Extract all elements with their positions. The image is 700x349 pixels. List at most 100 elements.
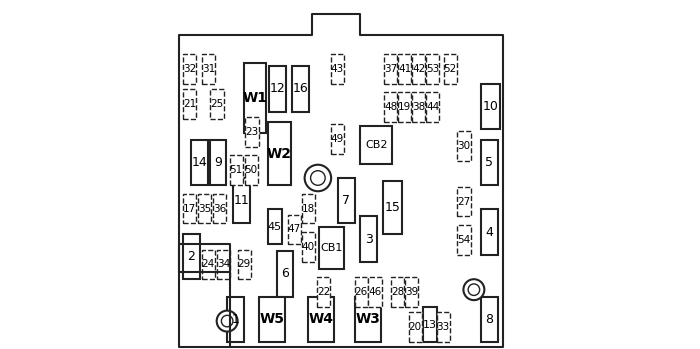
Bar: [481, 297, 498, 342]
Text: W2: W2: [267, 147, 292, 161]
Text: 25: 25: [211, 99, 224, 109]
Text: 52: 52: [444, 64, 457, 74]
Text: 34: 34: [217, 259, 230, 269]
Text: 35: 35: [198, 203, 211, 214]
Text: 9: 9: [214, 156, 222, 169]
Bar: [217, 250, 230, 279]
Bar: [244, 155, 258, 185]
Bar: [444, 54, 457, 84]
Bar: [384, 54, 398, 84]
Text: 20: 20: [409, 322, 422, 332]
Bar: [458, 187, 471, 216]
Text: W4: W4: [309, 312, 334, 326]
Bar: [409, 312, 422, 342]
Bar: [412, 54, 426, 84]
Bar: [276, 251, 293, 297]
Bar: [405, 277, 419, 307]
Bar: [210, 140, 227, 185]
Bar: [211, 89, 224, 119]
Bar: [198, 194, 211, 223]
Text: 19: 19: [398, 102, 412, 112]
Bar: [268, 209, 282, 244]
Bar: [308, 297, 335, 342]
Text: 26: 26: [354, 287, 368, 297]
Text: 4: 4: [485, 225, 494, 239]
Bar: [259, 297, 286, 342]
Text: 30: 30: [458, 141, 470, 151]
Text: 8: 8: [485, 313, 494, 326]
Circle shape: [304, 165, 331, 191]
Bar: [398, 92, 412, 122]
Text: 49: 49: [331, 134, 344, 144]
Bar: [458, 225, 471, 255]
Text: 7: 7: [342, 194, 350, 207]
Bar: [354, 277, 368, 307]
Text: 23: 23: [245, 127, 258, 137]
Bar: [458, 131, 471, 161]
Text: 28: 28: [391, 287, 405, 297]
Text: 10: 10: [482, 100, 498, 113]
Text: W5: W5: [260, 312, 285, 326]
Bar: [317, 277, 330, 307]
Text: 13: 13: [423, 320, 437, 329]
Text: 51: 51: [230, 165, 243, 175]
Bar: [331, 54, 344, 84]
Bar: [481, 209, 498, 255]
Bar: [412, 92, 426, 122]
Bar: [354, 297, 381, 342]
Bar: [318, 227, 344, 269]
Bar: [237, 250, 251, 279]
Bar: [202, 54, 215, 84]
Circle shape: [217, 311, 237, 332]
Text: 48: 48: [384, 102, 398, 112]
Bar: [384, 92, 398, 122]
Bar: [391, 277, 405, 307]
Text: 45: 45: [268, 222, 282, 232]
Text: 47: 47: [288, 224, 301, 235]
Text: 21: 21: [183, 99, 197, 109]
Bar: [202, 250, 215, 279]
Text: 46: 46: [368, 287, 382, 297]
Bar: [183, 54, 197, 84]
Bar: [331, 124, 344, 154]
Bar: [183, 194, 197, 223]
Text: 39: 39: [405, 287, 419, 297]
Text: 31: 31: [202, 64, 215, 74]
Bar: [481, 84, 500, 129]
Bar: [383, 181, 402, 234]
Bar: [214, 194, 227, 223]
Circle shape: [311, 171, 326, 185]
Text: 29: 29: [237, 259, 251, 269]
Bar: [269, 66, 286, 112]
Text: 11: 11: [234, 194, 249, 207]
Text: 44: 44: [426, 102, 440, 112]
Text: 43: 43: [331, 64, 344, 74]
Text: 54: 54: [458, 235, 470, 245]
Bar: [360, 126, 392, 164]
Text: 16: 16: [293, 82, 309, 96]
Bar: [368, 277, 382, 307]
Text: 18: 18: [302, 203, 315, 214]
Bar: [244, 63, 266, 133]
Circle shape: [221, 315, 233, 327]
Bar: [398, 54, 412, 84]
Bar: [426, 54, 440, 84]
Text: W1: W1: [242, 91, 267, 105]
Text: 15: 15: [385, 201, 400, 214]
Text: 41: 41: [398, 64, 412, 74]
Bar: [293, 66, 309, 112]
Bar: [423, 307, 438, 342]
Text: 53: 53: [426, 64, 440, 74]
Text: 36: 36: [214, 203, 226, 214]
Text: 37: 37: [384, 64, 398, 74]
Text: 32: 32: [183, 64, 197, 74]
Bar: [228, 297, 244, 342]
Bar: [437, 312, 450, 342]
Text: 38: 38: [412, 102, 426, 112]
Bar: [302, 194, 315, 223]
Text: 50: 50: [245, 165, 258, 175]
Bar: [183, 234, 200, 279]
Bar: [233, 178, 250, 223]
Circle shape: [463, 279, 484, 300]
Bar: [360, 216, 377, 262]
